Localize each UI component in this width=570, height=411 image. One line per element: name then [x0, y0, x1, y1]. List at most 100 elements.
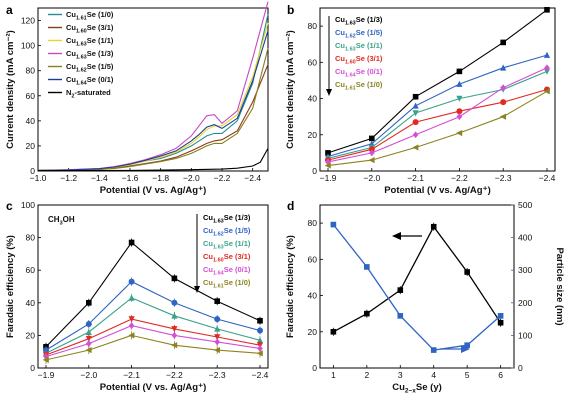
d-right-ytick-label: 100	[518, 330, 532, 340]
c-series-line-1	[45, 280, 261, 351]
panel-a: −1.0 −1.2 −1.4 −1.6 −1.8 −2.0 −2.2 −2.4 0 20 40 60 8…	[5, 1, 269, 196]
c-data-point	[256, 350, 263, 357]
d-series-line-0	[333, 225, 502, 333]
d-data-point	[497, 319, 504, 326]
c-y-axis-label: Faradaic efficiency (%)	[5, 235, 16, 338]
c-data-point	[86, 340, 92, 347]
a-xtick-label: −1.6	[122, 173, 139, 183]
b-data-point	[544, 7, 550, 13]
c-data-point	[42, 356, 49, 363]
c-data-point	[86, 300, 92, 306]
b-legend-label: Cu1.63Se (1/1)	[335, 41, 383, 53]
d-data-point	[330, 221, 337, 228]
b-data-point	[325, 150, 331, 156]
d-x-axis-label: Cu2−xSe (y)	[392, 382, 442, 395]
panel-b: −1.9 −2.0 −2.1 −2.2 −2.3 −2.4 0 20 40 60 80 Potenti…	[285, 7, 556, 196]
b-series-line-0	[327, 9, 548, 154]
d-right-ytick-label: 300	[518, 265, 532, 275]
a-ytick-label: 60	[26, 91, 36, 101]
c-xtick-label: −2.4	[252, 370, 269, 380]
d-xtick-label: 3	[398, 370, 403, 380]
c-ytick-label: 60	[26, 265, 36, 275]
c-xtick-label: −1.9	[38, 370, 55, 380]
a-ytick-label: 20	[26, 141, 36, 151]
panel-letter-c: c	[6, 199, 13, 213]
b-xtick-label: −1.9	[320, 173, 337, 183]
b-series-line-3	[327, 88, 548, 161]
d-xtick-label: 6	[498, 370, 503, 380]
b-data-point	[500, 99, 507, 106]
b-legend-label: Cu1.60Se (3/1)	[335, 54, 383, 66]
c-data-point	[257, 345, 263, 352]
b-ytick-label: 40	[308, 94, 318, 104]
d-xtick-label: 5	[465, 370, 470, 380]
d-ytick-label: 80	[308, 218, 318, 228]
panel-letter-b: b	[287, 3, 294, 17]
panel-c: −1.9 −2.0 −2.1 −2.2 −2.3 −2.4 0 20 40 60 80 100 Pote…	[5, 200, 269, 393]
a-ytick-label: 80	[26, 66, 36, 76]
c-ytick-label: 20	[26, 330, 36, 340]
c-series-line-4	[45, 325, 261, 358]
d-xtick-label: 4	[431, 370, 436, 380]
c-legend-label: Cu1.64Se (0/1)	[203, 265, 251, 277]
d-right-ytick-label: 500	[518, 200, 532, 210]
b-data-point	[324, 162, 331, 169]
c-legend-label: Cu1.61Se (1/0)	[203, 278, 251, 290]
c-ytick-label: 100	[21, 200, 35, 210]
b-ytick-label: 60	[308, 57, 318, 67]
a-legend-label: N2-saturated	[66, 88, 111, 100]
d-xtick-label: 2	[364, 370, 369, 380]
b-data-point	[499, 113, 506, 120]
a-xtick-label: −1.4	[91, 173, 108, 183]
b-data-point	[325, 158, 331, 166]
c-data-point	[128, 332, 135, 339]
a-x-axis-label: Potential (V vs. Ag/Ag⁺)	[100, 185, 207, 196]
b-legend-label: Cu1.62Se (1/5)	[335, 28, 383, 40]
b-data-point	[456, 108, 463, 115]
plot-frame	[37, 204, 269, 369]
b-data-point	[412, 93, 419, 100]
b-ytick-label: 0	[312, 166, 317, 176]
plot-frame	[37, 7, 269, 172]
b-data-point	[500, 39, 506, 46]
b-trend-arrowhead	[326, 89, 332, 96]
b-data-point	[544, 64, 550, 72]
c-data-point	[257, 317, 263, 324]
a-legend-label: Cu1.63Se (1/1)	[66, 36, 114, 48]
c-annotation: CH3OH	[48, 215, 75, 227]
c-data-point	[214, 334, 221, 341]
b-data-point	[456, 68, 463, 75]
b-xtick-label: −2.1	[407, 173, 424, 183]
b-data-point	[456, 113, 463, 121]
d-data-point	[364, 310, 370, 317]
a-xtick-label: −1.2	[60, 173, 77, 183]
plot-frame	[319, 204, 515, 369]
c-data-point	[214, 298, 220, 304]
d-right-ytick-label: 400	[518, 233, 532, 243]
b-ytick-label: 20	[308, 130, 318, 140]
c-series-line-5	[45, 334, 261, 361]
a-legend-label: Cu1.60Se (3/1)	[66, 23, 114, 35]
c-xtick-label: −2.2	[166, 370, 183, 380]
a-xtick-label: −2.2	[214, 173, 231, 183]
b-data-point	[456, 80, 463, 87]
d-data-point	[464, 342, 470, 348]
d-ytick-label: 20	[308, 327, 318, 337]
b-data-point	[412, 102, 419, 109]
b-data-point	[543, 51, 551, 58]
b-data-point	[412, 144, 419, 151]
d-data-point	[497, 313, 504, 319]
b-data-point	[368, 146, 375, 153]
d-ytick-label: 60	[308, 254, 318, 264]
a-series-line-6	[37, 148, 269, 172]
c-data-point	[85, 335, 92, 342]
d-left-axis-arrowhead	[392, 232, 401, 240]
c-data-point	[213, 346, 220, 354]
plot-frame	[319, 7, 556, 172]
c-data-point	[171, 312, 178, 319]
c-data-point	[128, 316, 135, 323]
c-data-point	[85, 328, 92, 335]
a-legend-label: Cu1.63Se (1/3)	[66, 49, 114, 61]
c-data-point	[171, 326, 178, 333]
